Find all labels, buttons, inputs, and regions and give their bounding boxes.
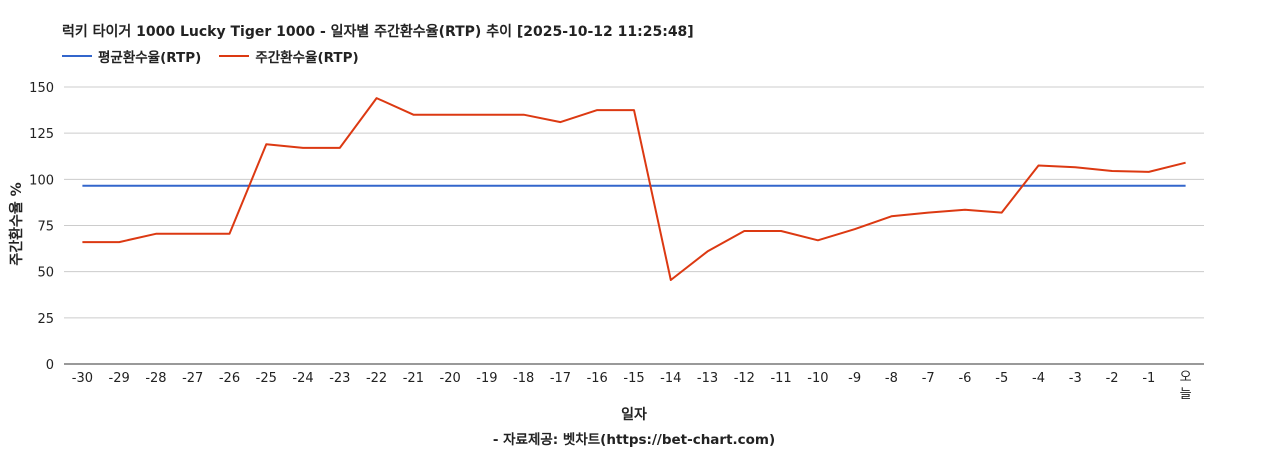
x-tick-label: -12 xyxy=(734,371,755,386)
legend-swatch-weekly xyxy=(219,55,250,57)
x-tick-label: -14 xyxy=(660,371,681,386)
y-tick-label: 75 xyxy=(37,220,54,235)
x-tick-label: -15 xyxy=(623,371,644,386)
x-axis-title: 일자 xyxy=(621,407,647,423)
y-tick-labels: 0 25 50 75 100 125 150 xyxy=(29,81,54,373)
x-tick-label: -16 xyxy=(587,371,608,386)
gridlines xyxy=(64,86,1204,365)
x-tick-label: -30 xyxy=(72,371,93,386)
x-tick-label: -18 xyxy=(513,371,534,386)
x-tick-label: -5 xyxy=(995,371,1008,386)
x-tick-label: -29 xyxy=(109,371,130,386)
x-tick-label: -3 xyxy=(1069,371,1082,386)
y-tick-label: 0 xyxy=(46,358,54,373)
x-tick-label: -20 xyxy=(440,371,461,386)
x-tick-label: -23 xyxy=(329,371,350,386)
legend-label-weekly: 주간환수율(RTP) xyxy=(255,50,359,66)
legend-item-average[interactable]: 평균환수율(RTP) xyxy=(62,46,201,66)
x-tick-label: -19 xyxy=(476,371,497,386)
x-tick-label: -9 xyxy=(848,371,861,386)
x-tick-label: -24 xyxy=(292,371,313,386)
legend: 평균환수율(RTP) 주간환수율(RTP) xyxy=(62,46,377,66)
y-axis-title: 주간환수율 % xyxy=(9,182,25,266)
x-tick-label: -21 xyxy=(403,371,424,386)
source-note: - 자료제공: 벳차트(https://bet-chart.com) xyxy=(492,432,776,448)
x-tick-label: -27 xyxy=(182,371,203,386)
series-line-weekly xyxy=(82,97,1186,281)
x-tick-label: -2 xyxy=(1106,371,1119,386)
x-tick-label: -25 xyxy=(256,371,277,386)
x-tick-labels: -30 -29 -28 -27 -26 -25 -24 -23 -22 -21 -20 -19 -18 -… xyxy=(72,370,1192,402)
x-tick-label: -10 xyxy=(807,371,828,386)
x-tick-label: -22 xyxy=(366,371,387,386)
x-tick-label: -26 xyxy=(219,371,240,386)
x-tick-label: -17 xyxy=(550,371,571,386)
x-tick-label: -8 xyxy=(885,371,898,386)
x-tick-label: -4 xyxy=(1032,371,1045,386)
series-lines xyxy=(82,97,1186,281)
y-tick-label: 25 xyxy=(37,312,54,327)
y-tick-label: 100 xyxy=(29,173,54,188)
x-tick-label: -6 xyxy=(958,371,971,386)
x-tick-label: -1 xyxy=(1142,371,1155,386)
y-tick-label: 150 xyxy=(29,81,54,96)
y-tick-label: 125 xyxy=(29,127,54,142)
legend-label-average: 평균환수율(RTP) xyxy=(98,50,202,66)
legend-item-weekly[interactable]: 주간환수율(RTP) xyxy=(219,46,359,66)
x-tick-label: -11 xyxy=(770,371,791,386)
x-tick-label: -7 xyxy=(922,371,935,386)
legend-swatch-average xyxy=(62,55,92,57)
chart-title: 럭키 타이거 1000 Lucky Tiger 1000 - 일자별 주간환수율… xyxy=(62,24,694,40)
x-tick-label: -13 xyxy=(697,371,718,386)
x-tick-label: -28 xyxy=(145,371,166,386)
y-tick-label: 50 xyxy=(37,266,54,281)
